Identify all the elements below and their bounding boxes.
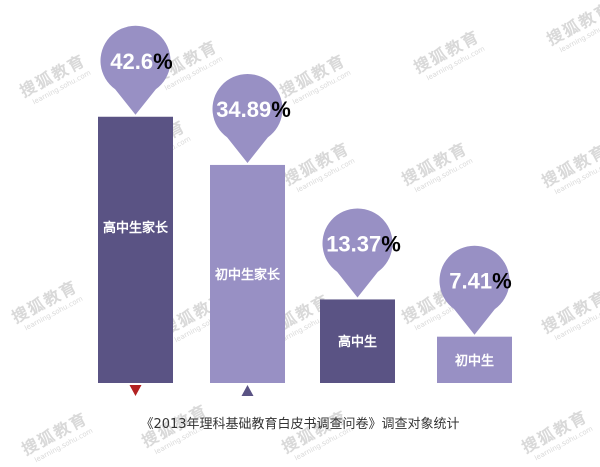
bar-value-label: 7.41% (449, 269, 511, 294)
bar-1 (98, 116, 173, 383)
bar-category-label: 初中生 (455, 353, 494, 369)
value-unit: % (153, 49, 173, 74)
value-pin (100, 25, 171, 115)
triangle-up-icon (241, 385, 254, 396)
bar-3 (320, 299, 395, 383)
bar-chart: 高中生家长 42.6% 初中生家长 34.89% 高中生 13.37% 初中生 7.41% (98, 25, 512, 396)
value-number: 42.6 (110, 49, 153, 74)
value-pin (212, 73, 283, 163)
bar-value-label: 34.89% (216, 97, 291, 122)
bar-value-label: 42.6% (110, 49, 172, 74)
triangle-down-icon (129, 385, 142, 396)
bar-value-label: 13.37% (326, 231, 401, 256)
value-unit: % (492, 269, 512, 294)
value-number: 34.89 (216, 97, 271, 122)
bar-category-label: 高中生 (338, 334, 377, 350)
bar-2 (210, 164, 285, 383)
value-number: 7.41 (449, 269, 492, 294)
value-pin (439, 245, 510, 335)
value-number: 13.37 (326, 231, 381, 256)
value-unit: % (271, 97, 291, 122)
bar-4 (437, 336, 512, 383)
bar-category-label: 初中生家长 (215, 267, 281, 283)
chart-caption: 《2013年理科基础教育白皮书调查问卷》调查对象统计 (140, 417, 460, 432)
value-pin (322, 208, 393, 298)
value-unit: % (381, 231, 401, 256)
bar-category-label: 高中生家长 (103, 220, 169, 236)
